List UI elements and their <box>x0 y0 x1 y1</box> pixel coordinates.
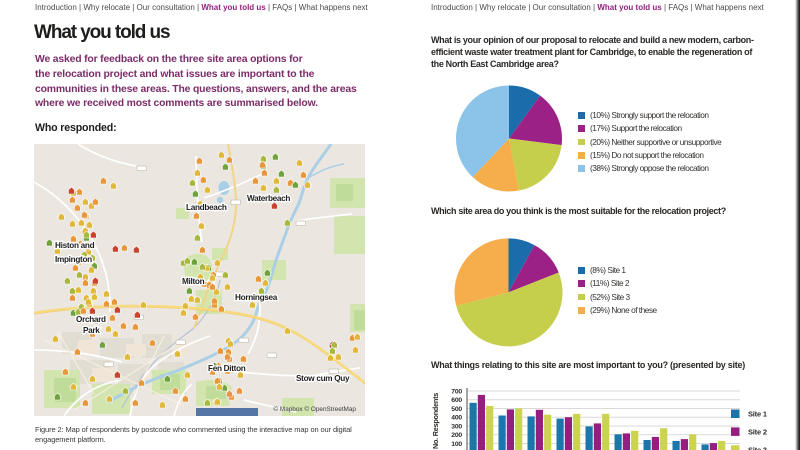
svg-text:Histon and: Histon and <box>55 241 95 250</box>
svg-text:200: 200 <box>451 432 462 439</box>
svg-text:Site 3: Site 3 <box>748 445 767 450</box>
svg-text:Landbeach: Landbeach <box>186 203 227 212</box>
svg-text:Park: Park <box>83 326 100 335</box>
svg-text:Waterbeach: Waterbeach <box>247 194 290 203</box>
svg-text:Site 1: Site 1 <box>748 410 767 419</box>
svg-text:Stow cum Quy: Stow cum Quy <box>296 374 350 383</box>
svg-text:No. Respondents: No. Respondents <box>431 393 440 449</box>
svg-text:© Mapbox © OpenStreetMap: © Mapbox © OpenStreetMap <box>273 405 356 413</box>
svg-text:Impington: Impington <box>55 255 92 264</box>
svg-text:100: 100 <box>451 441 462 448</box>
svg-text:Orchard: Orchard <box>76 315 106 324</box>
svg-text:700: 700 <box>451 388 462 395</box>
svg-text:Site 2: Site 2 <box>748 427 767 436</box>
svg-text:400: 400 <box>451 415 462 422</box>
svg-text:600: 600 <box>451 397 462 404</box>
svg-text:500: 500 <box>451 406 462 413</box>
svg-text:Horningsea: Horningsea <box>235 293 278 302</box>
svg-text:Fen Ditton: Fen Ditton <box>208 364 246 373</box>
svg-text:Milton: Milton <box>182 277 205 286</box>
svg-text:300: 300 <box>451 423 462 430</box>
